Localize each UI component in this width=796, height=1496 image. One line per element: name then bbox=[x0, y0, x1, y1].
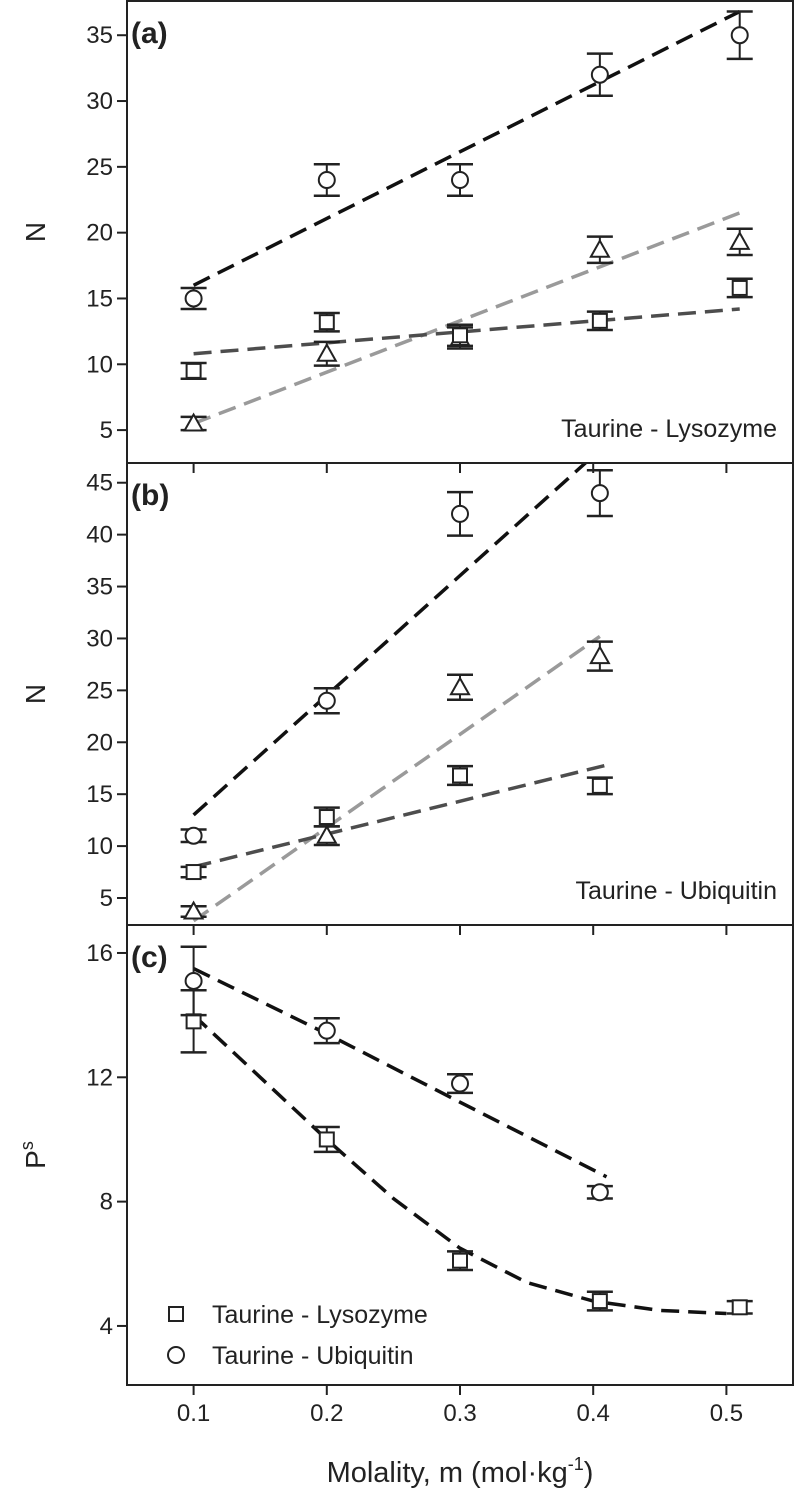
point bbox=[451, 504, 469, 523]
y-tick-label: 40 bbox=[86, 522, 113, 549]
point bbox=[316, 342, 338, 362]
point bbox=[185, 1013, 202, 1030]
point bbox=[185, 362, 202, 379]
y-tick-label: 10 bbox=[86, 833, 113, 860]
legend-label: Taurine - Ubiquitin bbox=[212, 1342, 414, 1370]
y-tick-label: 5 bbox=[100, 417, 113, 444]
y-tick-label: 10 bbox=[86, 351, 113, 378]
point bbox=[589, 238, 611, 258]
fit-line bbox=[192, 966, 608, 1179]
plot-area bbox=[180, 463, 613, 923]
annotation: Taurine - Lysozyme bbox=[561, 415, 777, 443]
panel-label: (c) bbox=[131, 941, 168, 974]
y-tick-label: 15 bbox=[86, 285, 113, 312]
point bbox=[729, 230, 751, 250]
x-tick-label: 0.2 bbox=[310, 1400, 343, 1427]
fit-line bbox=[192, 211, 741, 426]
point bbox=[182, 412, 205, 432]
point bbox=[317, 1021, 336, 1040]
point bbox=[182, 900, 205, 920]
plot-area bbox=[180, 9, 753, 432]
y-tick-label: 35 bbox=[86, 574, 113, 601]
x-axis-label-sup: -1 bbox=[568, 1454, 584, 1474]
legend-marker bbox=[168, 1306, 184, 1322]
fit-line bbox=[192, 1013, 727, 1316]
legend-marker bbox=[167, 1346, 185, 1364]
y-tick-label: 15 bbox=[86, 781, 113, 808]
point bbox=[185, 864, 202, 881]
frame bbox=[126, 924, 794, 1386]
point bbox=[589, 645, 611, 665]
annotation: Taurine - Ubiquitin bbox=[576, 877, 778, 905]
point bbox=[184, 971, 203, 990]
point bbox=[449, 676, 471, 696]
y-axis-label-sup: s bbox=[17, 1141, 37, 1150]
x-tick-label: 0.5 bbox=[710, 1400, 743, 1427]
point bbox=[452, 767, 468, 784]
point bbox=[590, 1183, 609, 1202]
y-tick-label: 30 bbox=[86, 88, 113, 115]
y-tick-label: 30 bbox=[86, 625, 113, 652]
y-tick-label: 20 bbox=[86, 729, 113, 756]
plot-area bbox=[180, 945, 753, 1316]
y-tick-label: 45 bbox=[86, 470, 113, 497]
point bbox=[317, 691, 336, 710]
point bbox=[318, 1131, 335, 1148]
fit-line bbox=[192, 463, 588, 817]
point bbox=[184, 289, 203, 308]
y-axis-label-text: N bbox=[20, 684, 51, 704]
x-axis-label-text: Molality, m (mol·kg bbox=[327, 1457, 568, 1489]
point bbox=[451, 1074, 469, 1093]
y-tick-label: 20 bbox=[86, 220, 113, 247]
y-axis-label: N bbox=[20, 222, 51, 242]
y-axis-label: Ps bbox=[17, 1141, 51, 1169]
point bbox=[730, 26, 749, 45]
point bbox=[184, 826, 203, 845]
fit-line bbox=[192, 9, 741, 287]
y-tick-label: 25 bbox=[86, 677, 113, 704]
legend-label: Taurine - Lysozyme bbox=[212, 1301, 428, 1329]
x-tick-label: 0.4 bbox=[577, 1400, 610, 1427]
x-axis-label: Molality, m (mol·kg-1) bbox=[327, 1454, 594, 1489]
y-tick-label: 16 bbox=[86, 940, 113, 967]
point bbox=[317, 171, 336, 190]
y-axis-label: N bbox=[20, 684, 51, 704]
y-tick-label: 8 bbox=[100, 1189, 113, 1216]
y-axis-label-text: N bbox=[20, 222, 51, 242]
frame bbox=[126, 0, 794, 464]
y-axis-label-text: P bbox=[20, 1150, 51, 1169]
point bbox=[590, 65, 609, 84]
y-tick-label: 12 bbox=[86, 1064, 113, 1091]
y-tick-label: 25 bbox=[86, 154, 113, 181]
point bbox=[731, 1299, 748, 1316]
point bbox=[452, 327, 468, 344]
fit-line bbox=[192, 634, 601, 923]
point bbox=[318, 809, 335, 826]
point bbox=[590, 484, 609, 503]
y-tick-label: 5 bbox=[100, 885, 113, 912]
x-tick-label: 0.3 bbox=[443, 1400, 476, 1427]
point bbox=[591, 777, 608, 794]
point bbox=[591, 312, 608, 329]
panel-label: (b) bbox=[131, 479, 169, 512]
point bbox=[452, 1252, 468, 1269]
point bbox=[316, 824, 338, 844]
y-tick-label: 4 bbox=[100, 1313, 113, 1340]
x-tick-label: 0.1 bbox=[177, 1400, 210, 1427]
panel-label: (a) bbox=[131, 17, 168, 50]
point bbox=[731, 279, 748, 296]
point bbox=[451, 171, 469, 190]
point bbox=[591, 1293, 608, 1310]
point bbox=[318, 314, 335, 331]
fit-line bbox=[193, 763, 607, 869]
x-axis-label-suffix: ) bbox=[584, 1457, 594, 1489]
y-tick-label: 35 bbox=[86, 22, 113, 49]
